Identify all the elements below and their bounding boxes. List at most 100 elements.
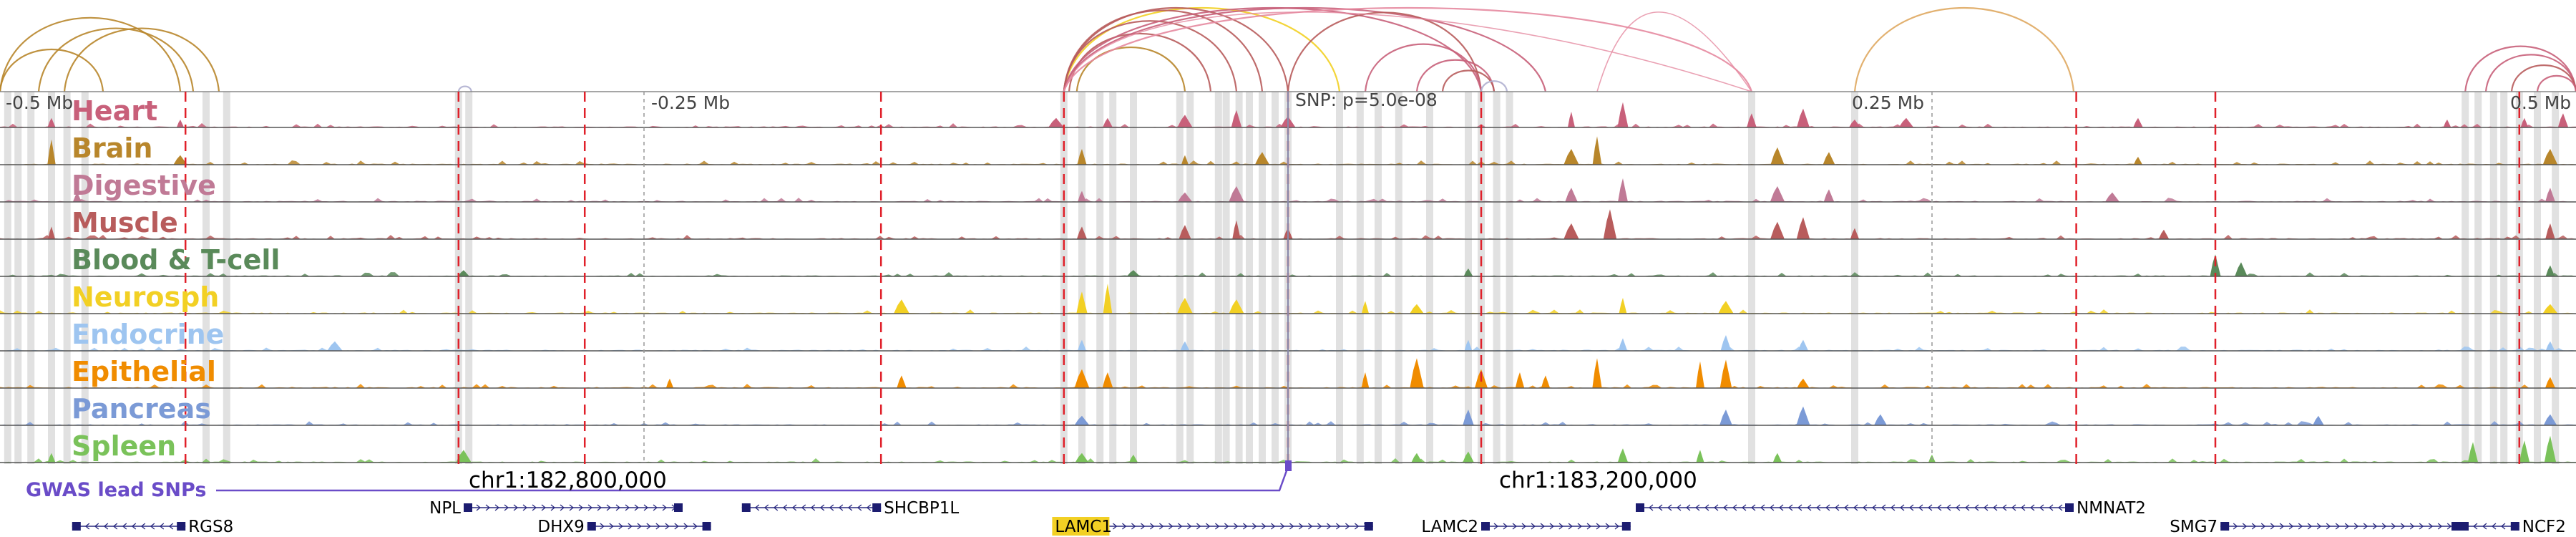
track-peak bbox=[1048, 117, 1064, 127]
track-peak bbox=[1177, 192, 1193, 202]
gene-strand-arrow bbox=[1992, 504, 1998, 511]
track-peak bbox=[1177, 298, 1193, 314]
gene-strand-arrow bbox=[857, 504, 862, 511]
highlight-column bbox=[1259, 92, 1266, 464]
track-peak bbox=[2158, 229, 2170, 239]
gene-label-lamc2: LAMC2 bbox=[1421, 518, 1478, 536]
gene-exon bbox=[1621, 522, 1631, 531]
gene-strand-arrow bbox=[2446, 523, 2452, 530]
gene-strand-arrow bbox=[606, 504, 612, 511]
gene-strand-arrow bbox=[1741, 504, 1747, 511]
track-label-pancreas: Pancreas bbox=[72, 393, 211, 425]
gene-strand-arrow bbox=[1605, 523, 1611, 530]
gene-label-dhx9: DHX9 bbox=[537, 518, 584, 536]
gene-strand-arrow bbox=[1345, 523, 1350, 530]
gene-strand-arrow bbox=[2288, 523, 2294, 530]
highlight-column bbox=[1493, 92, 1501, 464]
track-peak bbox=[1823, 152, 1835, 165]
gene-strand-arrow bbox=[1769, 504, 1775, 511]
track-peak bbox=[1874, 414, 1887, 425]
gene-strand-arrow bbox=[2344, 523, 2350, 530]
gene-strand-arrow bbox=[1531, 523, 1536, 530]
position-scale: -0.5 Mb -0.25 Mb SNP: p=5.0e-08 0.25 Mb … bbox=[6, 90, 2571, 113]
track-peak bbox=[1797, 378, 1810, 388]
track-peak bbox=[1254, 152, 1270, 165]
track-peak bbox=[327, 341, 343, 351]
track-peak bbox=[1463, 268, 1473, 276]
interaction-arc bbox=[2464, 45, 2576, 92]
track-peak bbox=[897, 375, 907, 388]
gene-exon bbox=[177, 522, 186, 531]
gene-strand-arrow bbox=[791, 504, 797, 511]
gene-strand-arrow bbox=[2316, 523, 2322, 530]
gene-strand-arrow bbox=[655, 523, 660, 530]
highlight-column bbox=[465, 92, 473, 464]
track-peak bbox=[1617, 102, 1629, 127]
gene-strand-arrow bbox=[628, 523, 633, 530]
highlight-column bbox=[1748, 92, 1755, 464]
gene-strand-arrow bbox=[1704, 504, 1709, 511]
track-peak bbox=[2544, 435, 2557, 463]
track-peak bbox=[1411, 453, 1423, 463]
track-peak bbox=[1770, 221, 1785, 239]
track-label-spleen: Spleen bbox=[72, 430, 176, 462]
track-peak bbox=[1179, 225, 1191, 239]
track-peak bbox=[2545, 265, 2555, 276]
track-peak bbox=[2104, 192, 2120, 202]
region-label-right: chr1:183,200,000 bbox=[1499, 468, 1697, 493]
gene-strand-arrow bbox=[1946, 504, 1951, 511]
highlight-columns bbox=[4, 92, 2560, 464]
gene-strand-arrow bbox=[2270, 523, 2275, 530]
gene-exon bbox=[1636, 503, 1644, 512]
gene-strand-arrow bbox=[2020, 504, 2026, 511]
gene-strand-arrow bbox=[1825, 504, 1830, 511]
interaction-arc bbox=[1415, 59, 1496, 92]
track-peak bbox=[1076, 226, 1088, 239]
highlight-column bbox=[2489, 92, 2497, 464]
track-peak bbox=[1592, 358, 1602, 388]
interaction-arc bbox=[2484, 54, 2576, 92]
track-peak bbox=[1797, 339, 1809, 351]
gene-lamc1: LAMC1 bbox=[1052, 517, 1373, 536]
gene-exon bbox=[587, 522, 596, 531]
gene-strand-arrow bbox=[1614, 523, 1620, 530]
track-peak bbox=[1720, 335, 1732, 351]
gene-strand-arrow bbox=[2260, 523, 2266, 530]
track-peak bbox=[47, 453, 56, 463]
interaction-arc bbox=[1063, 7, 1547, 92]
gene-strand-arrow bbox=[1317, 523, 1322, 530]
gene-strand-arrow bbox=[2057, 504, 2063, 511]
gene-strand-arrow bbox=[1121, 523, 1127, 530]
gene-strand-arrow bbox=[866, 504, 872, 511]
gene-strand-arrow bbox=[1899, 504, 1905, 511]
track-peak bbox=[1078, 190, 1086, 202]
track-peak bbox=[1618, 338, 1628, 351]
track-peak bbox=[2133, 157, 2143, 165]
gene-strand-arrow bbox=[131, 523, 137, 530]
gene-exon bbox=[2220, 522, 2230, 531]
gene-strand-arrow bbox=[829, 504, 834, 511]
gene-strand-arrow bbox=[1862, 504, 1868, 511]
gene-strand-arrow bbox=[1918, 504, 1923, 511]
gene-strand-arrow bbox=[2001, 504, 2007, 511]
track-peak bbox=[665, 378, 674, 388]
gene-strand-arrow bbox=[1140, 523, 1146, 530]
highlight-column bbox=[1375, 92, 1382, 464]
interaction-arc bbox=[0, 49, 104, 92]
gene-label-nmnat2: NMNAT2 bbox=[2077, 499, 2146, 518]
gene-strand-arrow bbox=[773, 504, 779, 511]
track-peak bbox=[1410, 304, 1424, 314]
gene-strand-arrow bbox=[1568, 523, 1574, 530]
track-peak bbox=[1361, 301, 1370, 314]
track-peak bbox=[1617, 448, 1629, 463]
gene-exon bbox=[872, 503, 882, 512]
track-peak bbox=[72, 192, 82, 202]
gene-strand-arrow bbox=[1540, 523, 1546, 530]
interaction-arc bbox=[1853, 7, 2075, 92]
interaction-arc bbox=[0, 16, 182, 92]
gene-strand-arrow bbox=[2500, 523, 2506, 530]
gene-strand-arrow bbox=[1685, 504, 1691, 511]
gene-strand-arrow bbox=[2242, 523, 2248, 530]
gene-strand-arrow bbox=[615, 504, 621, 511]
track-peak bbox=[2133, 117, 2143, 127]
